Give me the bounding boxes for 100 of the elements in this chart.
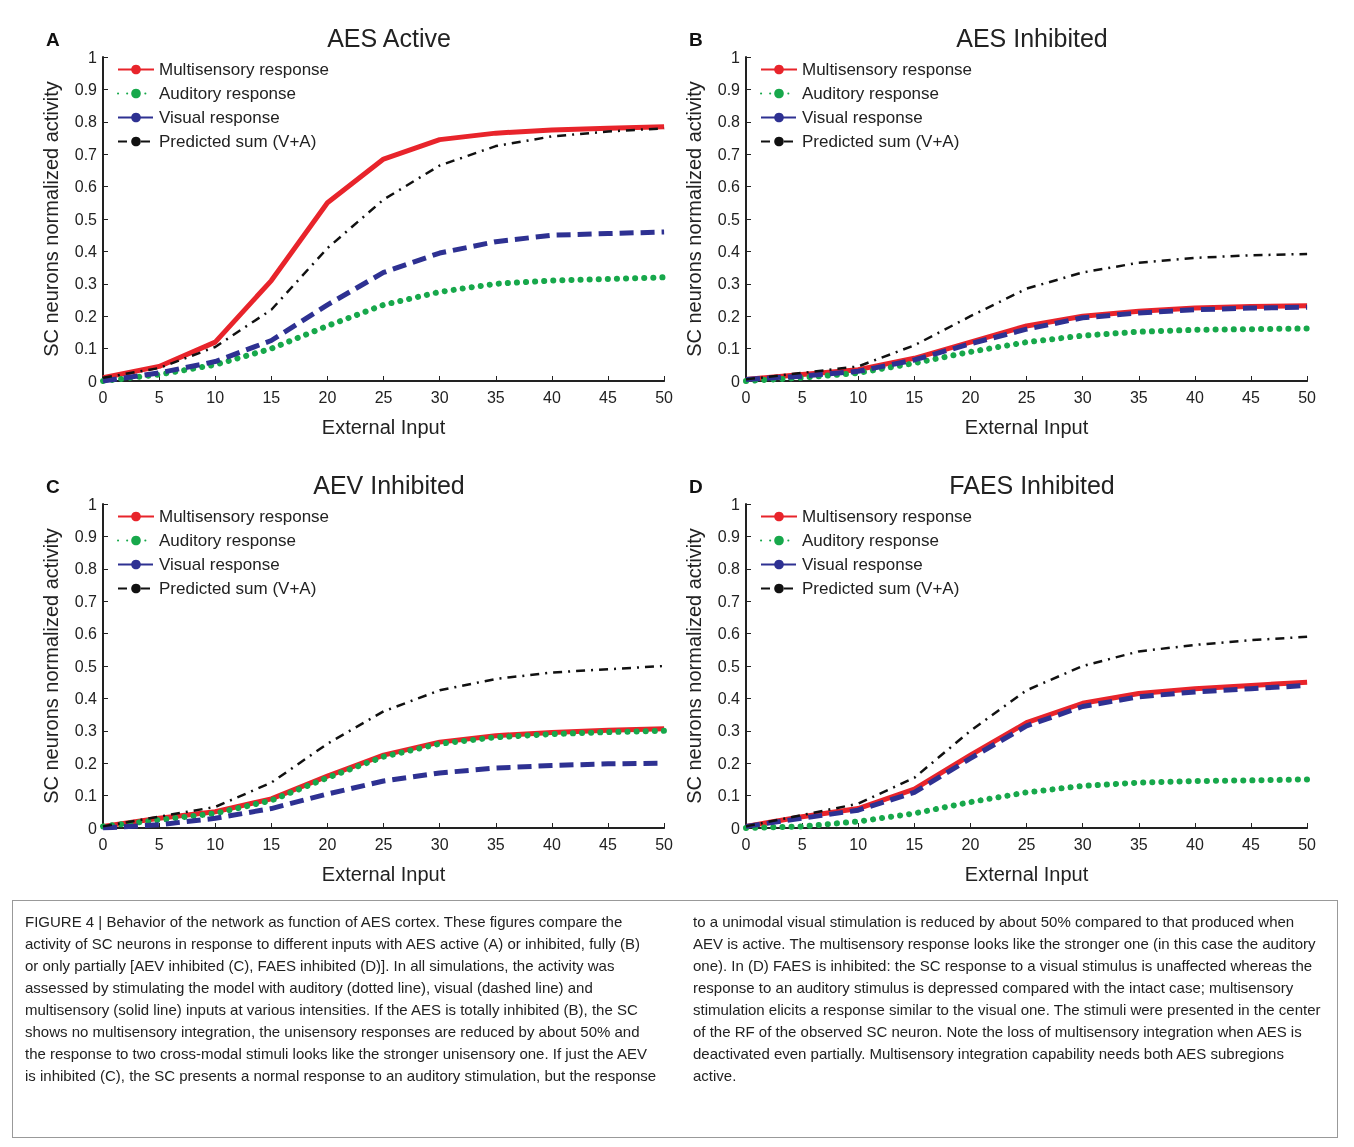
legend-label: Predicted sum (V+A) — [159, 579, 317, 598]
x-tick-label: 5 — [797, 388, 807, 406]
legend-label: Predicted sum (V+A) — [802, 579, 960, 598]
x-axis-title: External Input — [321, 863, 446, 885]
legend-label: Predicted sum (V+A) — [159, 132, 317, 151]
text: D — [689, 476, 703, 497]
legend-label: Predicted sum (V+A) — [802, 132, 960, 151]
y-tick-label: 1 — [731, 495, 741, 513]
y-tick-label: 0.8 — [74, 113, 98, 131]
x-tick-label: 5 — [154, 388, 164, 406]
y-tick-label: 0.4 — [74, 689, 98, 707]
x-tick-label: 10 — [206, 835, 225, 853]
x-tick-label: 45 — [599, 835, 617, 853]
y-tick-label: 0.7 — [717, 145, 741, 163]
legend-label: Visual response — [802, 555, 923, 574]
y-tick-label: 1 — [88, 48, 98, 66]
x-axis-title: External Input — [964, 416, 1089, 438]
legend-label: Auditory response — [802, 531, 940, 550]
y-tick-label: 0 — [731, 372, 741, 390]
y-tick-label: 0.4 — [717, 689, 741, 707]
y-tick-label: 0.1 — [717, 787, 741, 805]
text: B — [689, 29, 703, 50]
x-tick-label: 10 — [849, 835, 868, 853]
x-tick-label: 30 — [430, 388, 449, 406]
x-tick-label: 10 — [206, 388, 225, 406]
text: A — [46, 29, 60, 50]
x-tick-label: 45 — [1242, 388, 1260, 406]
y-tick-label: 0.5 — [74, 210, 98, 228]
x-tick-label: 15 — [905, 835, 924, 853]
y-tick-label: 0.2 — [717, 754, 741, 772]
x-tick-label: 20 — [961, 388, 980, 406]
chart-title: FAES Inhibited — [949, 470, 1115, 499]
y-tick-label: 0.1 — [717, 340, 741, 358]
chart-title: AEV Inhibited — [313, 470, 465, 499]
x-tick-label: 30 — [430, 835, 449, 853]
x-tick-label: 20 — [961, 835, 980, 853]
y-tick-label: 0.6 — [717, 178, 741, 196]
y-tick-label: 0 — [88, 819, 98, 837]
x-tick-label: 40 — [1185, 388, 1204, 406]
legend-label: Multisensory response — [802, 507, 973, 526]
text: C — [46, 476, 60, 497]
y-tick-label: 0.3 — [717, 275, 741, 293]
y-tick-label: 0.5 — [717, 657, 741, 675]
y-tick-label: 0.8 — [717, 113, 741, 131]
y-tick-label: 0.3 — [74, 275, 98, 293]
x-tick-label: 35 — [486, 835, 505, 853]
x-tick-label: 30 — [1073, 835, 1092, 853]
y-tick-label: 0.7 — [717, 592, 741, 610]
x-tick-label: 45 — [599, 388, 617, 406]
y-tick-label: 0.1 — [74, 340, 98, 358]
x-tick-label: 25 — [374, 388, 393, 406]
y-tick-label: 0.4 — [74, 242, 98, 260]
x-tick-label: 50 — [655, 835, 674, 853]
x-tick-label: 10 — [849, 388, 868, 406]
x-tick-label: 50 — [1298, 388, 1317, 406]
y-tick-label: 0 — [731, 819, 741, 837]
y-tick-label: 0.8 — [717, 560, 741, 578]
chart-title: AES Inhibited — [956, 23, 1108, 52]
legend-label: Visual response — [159, 108, 280, 127]
y-tick-label: 0.7 — [74, 145, 98, 163]
x-axis-title: External Input — [321, 416, 446, 438]
y-axis-title: SC neurons normalized activity — [40, 528, 62, 804]
x-tick-label: 50 — [655, 388, 674, 406]
y-tick-label: 0.5 — [717, 210, 741, 228]
x-tick-label: 30 — [1073, 388, 1092, 406]
y-tick-label: 0.3 — [74, 722, 98, 740]
x-tick-label: 15 — [262, 388, 281, 406]
x-tick-label: 50 — [1298, 835, 1317, 853]
x-tick-label: 25 — [1017, 388, 1036, 406]
legend-label: Multisensory response — [159, 507, 330, 526]
x-axis-title: External Input — [964, 863, 1089, 885]
y-tick-label: 0.6 — [717, 625, 741, 643]
y-tick-label: 0.2 — [74, 754, 98, 772]
x-tick-label: 25 — [1017, 835, 1036, 853]
legend-label: Visual response — [802, 108, 923, 127]
x-tick-label: 35 — [486, 388, 505, 406]
legend-label: Visual response — [159, 555, 280, 574]
y-tick-label: 0.2 — [74, 307, 98, 325]
y-axis-title: SC neurons normalized activity — [683, 81, 705, 357]
text: FIGURE 4 | Behavior of the network as function of AES cortex. These figures compare the activity of SC neurons in response to different inputs with AES active (A) or inhibited, fully (B) or only partially [AEV inhibited (C), FAES inhibited (D)]. In all simulations, the activity was assessed by stimulating the model with auditory (dotted line), visual (dashed line) and multisensory (solid line) inputs at various intensities. If the AES is totally inhibited (B), the SC shows no multisensory integration, the unisensory responses are reduced by about 50% and the response to two cross-modal stimuli looks like the stronger unisensory one. If just the AEV is inhibited (C), the SC presents a normal response to an auditory stimulation, but the response to a unimodal visual stimulation is reduced by about 50% compared to that produced when AEV is active. The multisensory response looks like the stronger one (in this case the auditory one). In (D) FAES is inhibited: the SC response to a visual stimulus is unaffected whereas the response to an auditory stimulus is depressed compared with the intact case; multisensory stimulation elicits a response similar to the visual one. The stimuli were presented in the center of the RF of the observed SC neuron. Note the loss of multisensory integration when AES is deactivated even partially. Multisensory integration capability needs both AES subregions active. — [25, 913, 1321, 1084]
y-axis-title: SC neurons normalized activity — [40, 81, 62, 357]
y-tick-label: 0.9 — [717, 80, 741, 98]
legend-label: Multisensory response — [159, 60, 330, 79]
y-tick-label: 0.3 — [717, 722, 741, 740]
y-tick-label: 0 — [88, 372, 98, 390]
y-tick-label: 1 — [731, 48, 741, 66]
x-tick-label: 35 — [1129, 835, 1148, 853]
x-tick-label: 20 — [318, 388, 337, 406]
y-tick-label: 0.2 — [717, 307, 741, 325]
x-tick-label: 35 — [1129, 388, 1148, 406]
legend-label: Auditory response — [159, 531, 297, 550]
x-tick-label: 15 — [262, 835, 281, 853]
legend-label: Auditory response — [802, 84, 940, 103]
x-tick-label: 20 — [318, 835, 337, 853]
x-tick-label: 15 — [905, 388, 924, 406]
y-tick-label: 0.7 — [74, 592, 98, 610]
y-tick-label: 0.9 — [74, 80, 98, 98]
y-tick-label: 0.1 — [74, 787, 98, 805]
chart-title: AES Active — [327, 23, 451, 52]
y-tick-label: 0.5 — [74, 657, 98, 675]
